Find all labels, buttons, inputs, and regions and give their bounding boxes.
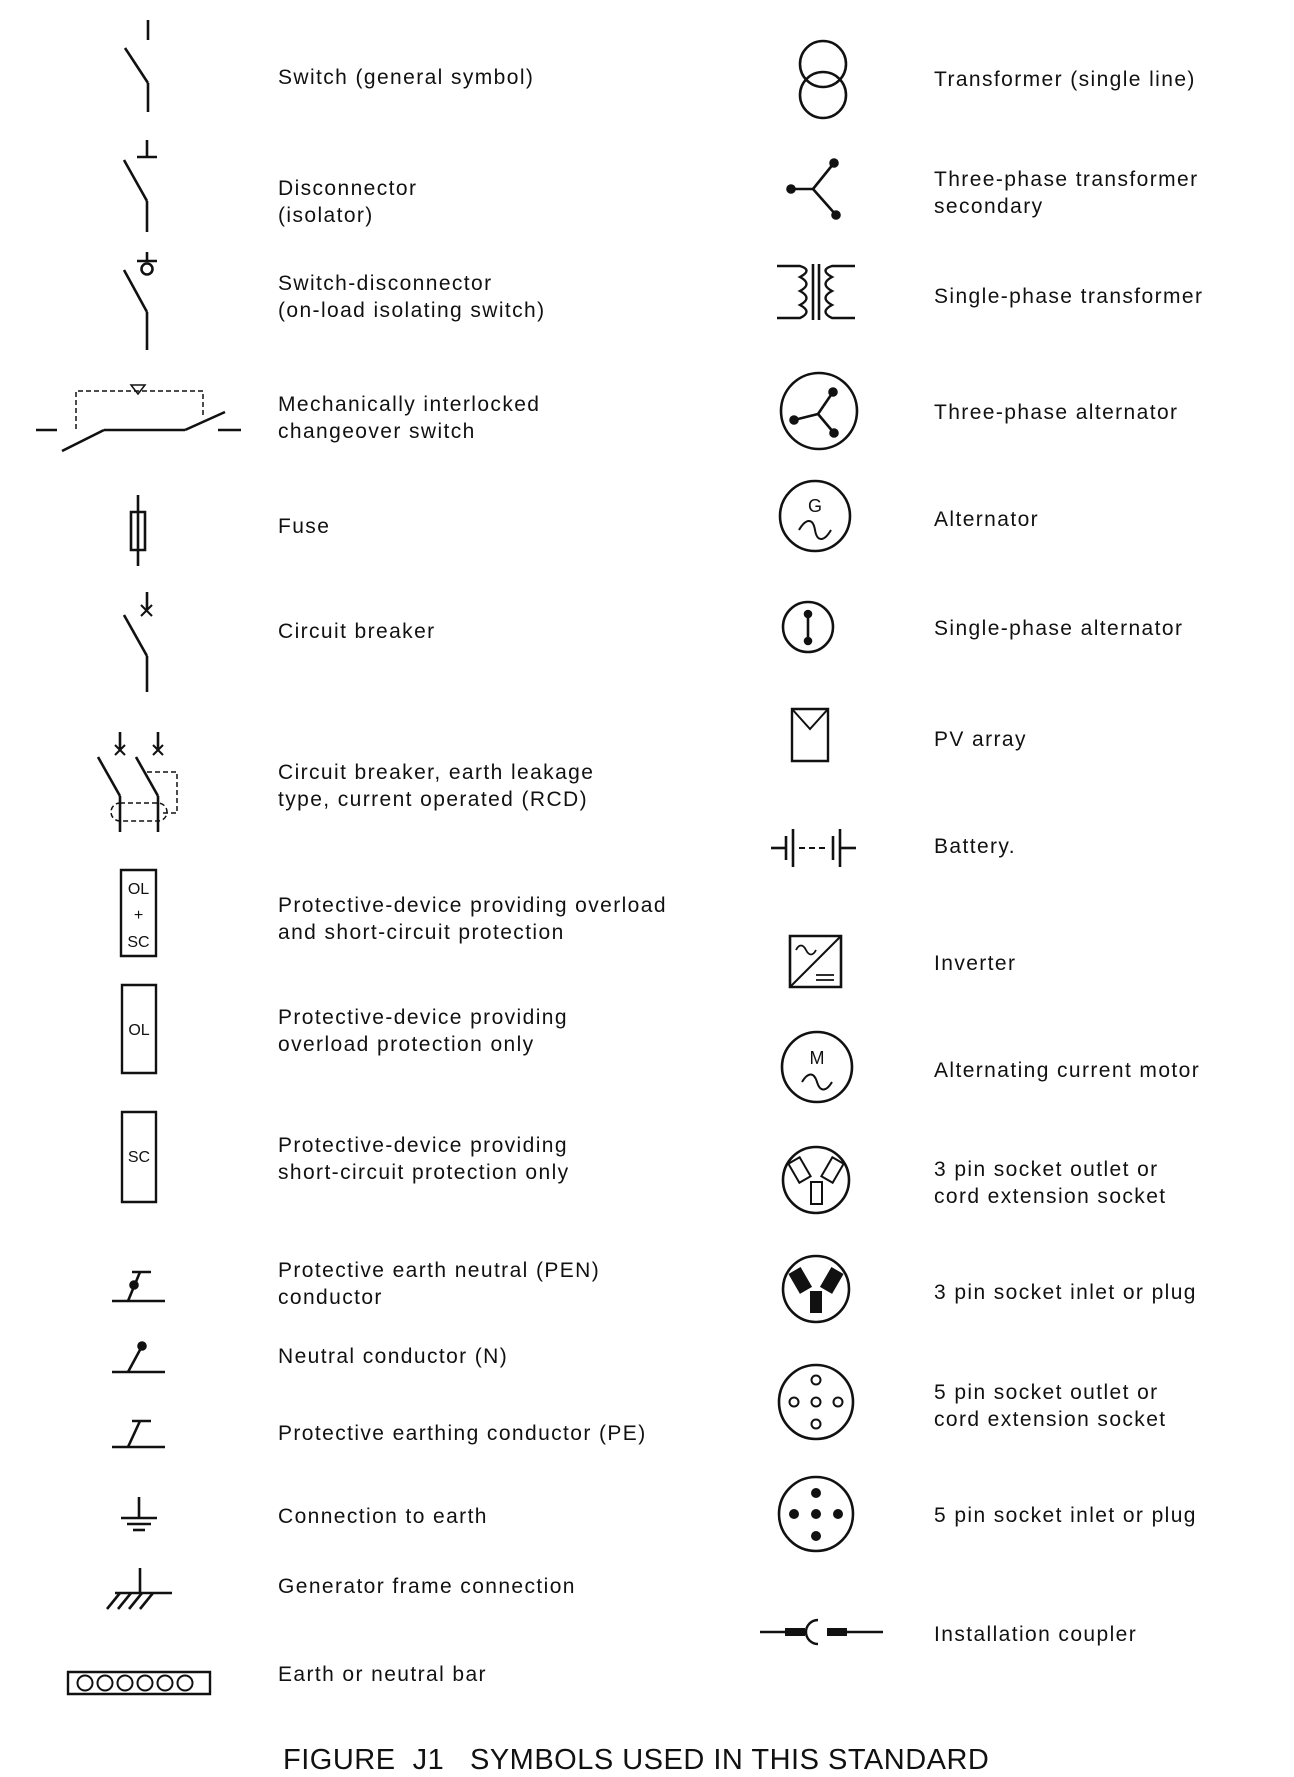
earth-bar-icon (68, 1672, 210, 1694)
label-three-pin-outlet: 3 pin socket outlet or cord extension soc… (934, 1158, 1167, 1208)
single-phase-alternator-icon (783, 602, 833, 652)
three-phase-alternator-icon (781, 373, 857, 449)
pe-conductor-icon (112, 1421, 165, 1447)
label-three-phase-alternator: Three-phase alternator (934, 401, 1179, 424)
switch-disconnector-icon (124, 252, 157, 350)
label-pen-conductor: Protective earth neutral (PEN) conductor (278, 1259, 601, 1309)
label-three-phase-secondary: Three-phase transformer secondary (934, 168, 1199, 218)
disconnector-icon (124, 140, 157, 232)
five-pin-outlet-icon (779, 1365, 853, 1439)
label-transformer-single-line: Transformer (single line) (934, 68, 1196, 91)
label-three-pin-plug: 3 pin socket inlet or plug (934, 1281, 1197, 1304)
label-sc-device: Protective-device providing short-circuit… (278, 1134, 570, 1184)
label-switch: Switch (general symbol) (278, 66, 535, 89)
label-five-pin-outlet: 5 pin socket outlet or cord extension soc… (934, 1381, 1167, 1431)
label-battery: Battery. (934, 835, 1017, 858)
label-fuse: Fuse (278, 515, 331, 538)
installation-coupler-icon (760, 1620, 883, 1644)
label-frame-connection: Generator frame connection (278, 1575, 576, 1598)
fuse-icon (131, 495, 145, 566)
frame-connection-icon (107, 1568, 172, 1609)
label-changeover-switch: Mechanically interlocked changeover switc… (278, 393, 541, 443)
single-phase-transformer-icon (777, 264, 855, 320)
battery-icon (771, 829, 856, 867)
label-inverter: Inverter (934, 952, 1017, 975)
ol-text: OL (128, 1022, 149, 1039)
switch-icon (125, 20, 148, 112)
ac-motor-icon (782, 1032, 852, 1102)
label-neutral-conductor: Neutral conductor (N) (278, 1345, 509, 1368)
ol-sc-text-sc: SC (127, 934, 149, 951)
transformer-single-line-icon (800, 41, 846, 118)
label-single-phase-transformer: Single-phase transformer (934, 285, 1204, 308)
label-alternator: Alternator (934, 508, 1040, 531)
alternator-icon (780, 481, 850, 551)
neutral-conductor-icon (112, 1343, 165, 1373)
three-pin-outlet-icon (783, 1147, 849, 1213)
label-single-phase-alternator: Single-phase alternator (934, 617, 1184, 640)
label-rcd: Circuit breaker, earth leakage type, curr… (278, 761, 595, 811)
ol-device-icon (122, 985, 156, 1073)
pen-conductor-icon (112, 1272, 165, 1301)
sc-device-icon (122, 1112, 156, 1202)
label-ac-motor: Alternating current motor (934, 1059, 1201, 1082)
label-five-pin-plug: 5 pin socket inlet or plug (934, 1504, 1197, 1527)
label-earth: Connection to earth (278, 1505, 488, 1528)
motor-letter: M (810, 1048, 825, 1068)
circuit-breaker-icon (124, 592, 152, 692)
label-installation-coupler: Installation coupler (934, 1623, 1138, 1646)
three-pin-plug-icon (783, 1256, 849, 1322)
three-phase-secondary-icon (788, 160, 840, 219)
ol-sc-text-plus: + (134, 907, 143, 924)
label-circuit-breaker: Circuit breaker (278, 620, 436, 643)
label-disconnector: Disconnector (isolator) (278, 177, 418, 227)
label-ol-sc-device: Protective-device providing overload and … (278, 894, 667, 944)
inverter-icon (790, 936, 841, 987)
five-pin-plug-icon (779, 1477, 853, 1551)
label-ol-device: Protective-device providing overload prot… (278, 1006, 568, 1056)
rcd-icon (98, 732, 177, 832)
label-pv-array: PV array (934, 728, 1027, 751)
figure-caption: FIGURE J1 SYMBOLS USED IN THIS STANDARD (283, 1744, 990, 1776)
label-switch-disconnector: Switch-disconnector (on-load isolating sw… (278, 272, 546, 322)
earth-icon (121, 1497, 157, 1530)
pv-array-icon (792, 709, 828, 761)
alternator-letter: G (808, 496, 822, 516)
changeover-switch-icon (36, 385, 241, 451)
ol-sc-device-icon (121, 870, 156, 956)
sc-text: SC (128, 1149, 150, 1166)
label-pe-conductor: Protective earthing conductor (PE) (278, 1422, 647, 1445)
ol-sc-text-ol: OL (128, 881, 149, 898)
label-earth-bar: Earth or neutral bar (278, 1663, 487, 1686)
